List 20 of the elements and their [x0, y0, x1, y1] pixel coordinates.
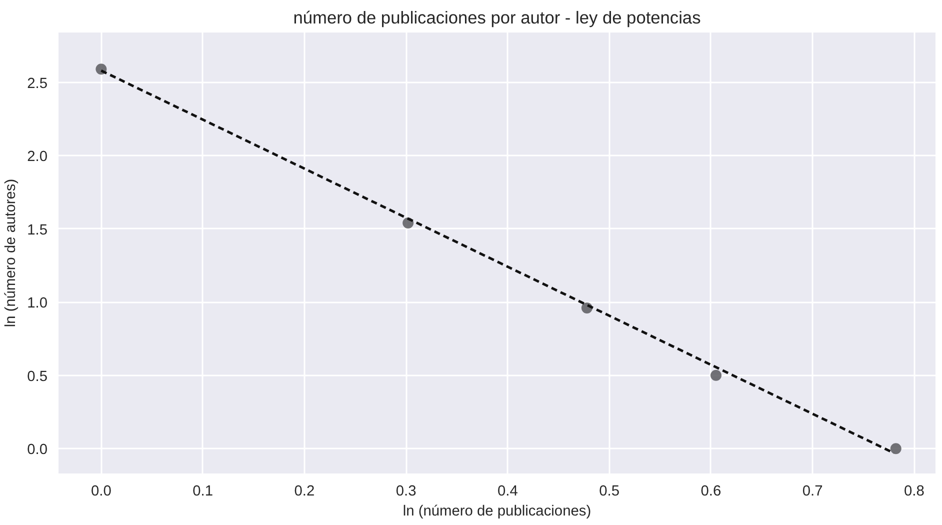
y-tick-label: 0.0: [27, 442, 48, 458]
x-tick-label: 0.0: [90, 484, 112, 500]
x-tick-label: 0.3: [396, 484, 416, 500]
y-tick-label: 1.5: [27, 222, 48, 238]
point: [890, 443, 902, 454]
x-tick-label: 0.2: [294, 484, 315, 500]
x-axis-title: ln (número de publicaciones): [402, 504, 592, 520]
y-tick-label: 2.5: [27, 76, 48, 92]
y-tick-label: 0.5: [27, 368, 48, 385]
x-tick-label: 0.7: [802, 484, 823, 500]
x-tick-label: 0.8: [904, 484, 924, 500]
x-tick-label: 0.5: [599, 484, 620, 500]
chart-title: número de publicaciones por autor - ley de potencias: [293, 8, 702, 28]
y-tick-label: 1.0: [27, 296, 48, 312]
x-tick-label: 0.6: [700, 484, 722, 500]
y-tick-label: 2.0: [27, 149, 48, 166]
point: [710, 370, 722, 381]
x-tick-label: 0.4: [497, 484, 518, 500]
y-axis-title: ln (número de autores): [3, 178, 20, 328]
x-tick-label: 0.1: [192, 484, 213, 500]
